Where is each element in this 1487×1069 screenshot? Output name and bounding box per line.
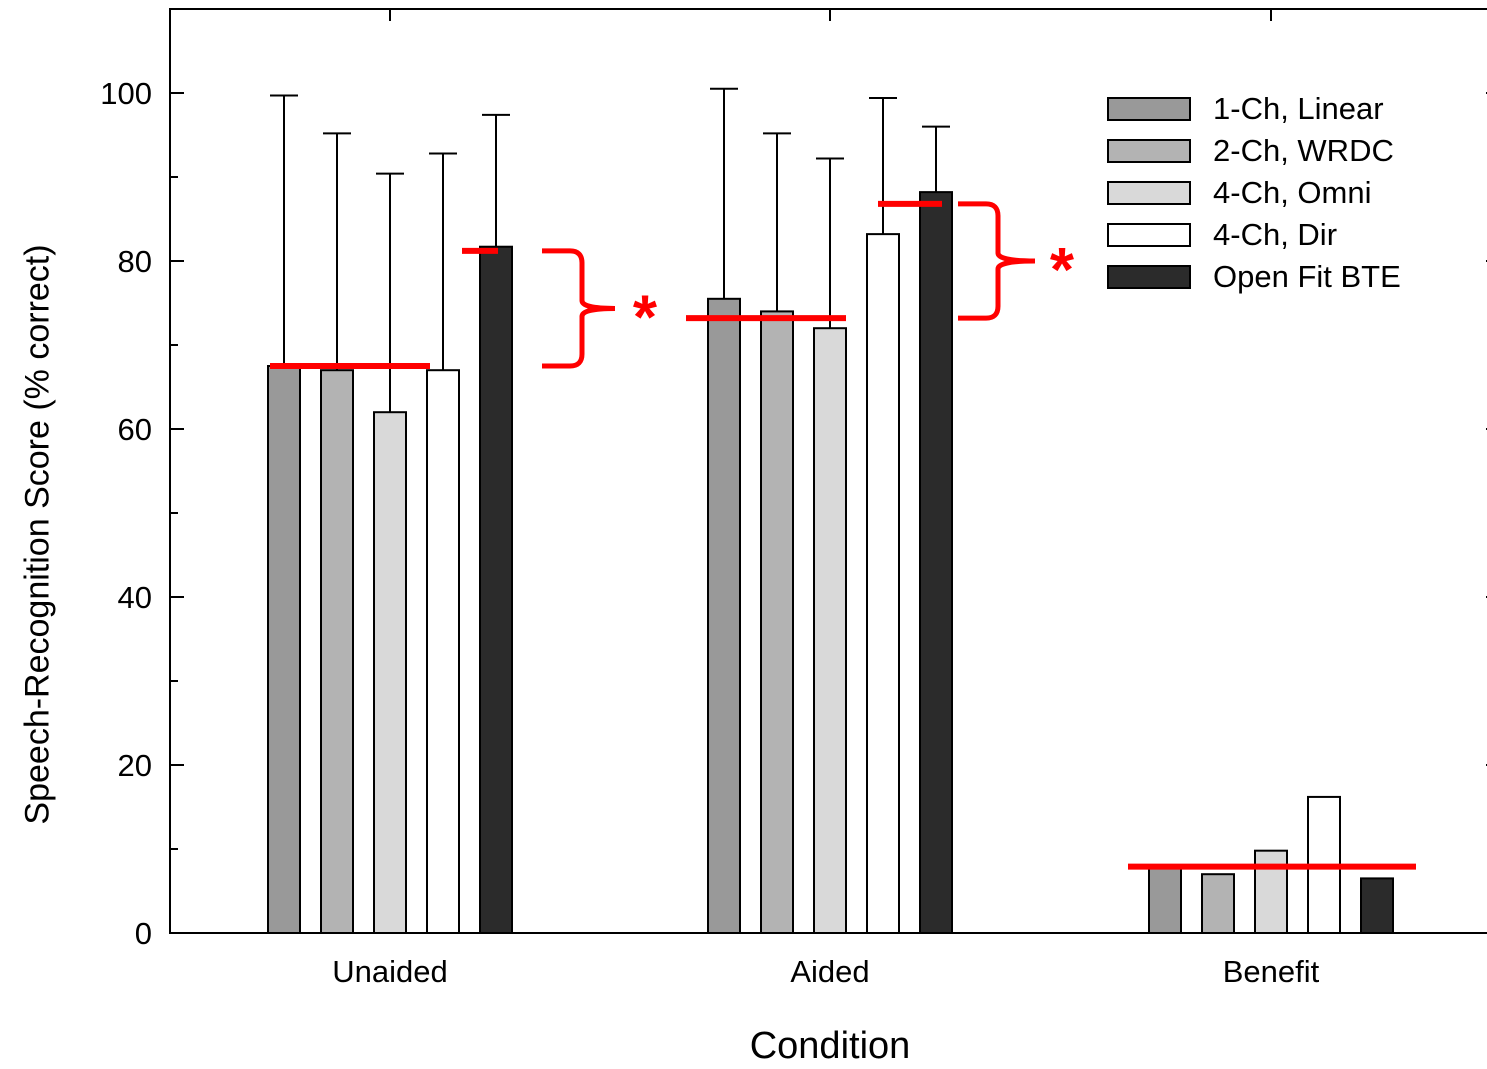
bar bbox=[1148, 867, 1182, 935]
significance-star: * bbox=[1050, 236, 1075, 305]
x-tick-label: Aided bbox=[790, 954, 869, 989]
bar bbox=[760, 310, 794, 934]
legend-label: Open Fit BTE bbox=[1213, 259, 1401, 294]
error-bars bbox=[270, 87, 950, 413]
y-tick-label: 40 bbox=[118, 580, 152, 615]
axis-ticks: 0 20 40 60 80 100 Unaided Aided Benefit bbox=[100, 8, 1487, 989]
y-tick-label: 80 bbox=[118, 244, 152, 279]
legend-label: 4-Ch, Omni bbox=[1213, 175, 1372, 210]
y-tick-label: 0 bbox=[135, 916, 152, 951]
legend-label: 4-Ch, Dir bbox=[1213, 217, 1338, 252]
bar bbox=[1254, 849, 1288, 934]
x-tick-label: Unaided bbox=[332, 954, 447, 989]
legend-label: 1-Ch, Linear bbox=[1213, 91, 1384, 126]
y-tick-label: 20 bbox=[118, 748, 152, 783]
bar bbox=[479, 245, 513, 935]
legend-swatch bbox=[1107, 139, 1191, 163]
bar bbox=[919, 191, 953, 934]
bar bbox=[373, 411, 407, 934]
legend: 1-Ch, Linear 2-Ch, WRDC 4-Ch, Omni 4-Ch,… bbox=[1107, 88, 1401, 298]
legend-label: 2-Ch, WRDC bbox=[1213, 133, 1394, 168]
bar bbox=[267, 365, 301, 934]
y-tick-label: 60 bbox=[118, 412, 152, 447]
legend-item: Open Fit BTE bbox=[1107, 256, 1401, 298]
y-tick-label: 100 bbox=[100, 76, 152, 111]
bar bbox=[1360, 877, 1394, 935]
legend-swatch bbox=[1107, 97, 1191, 121]
legend-swatch bbox=[1107, 181, 1191, 205]
significance-annotations: ** bbox=[270, 200, 1416, 870]
significance-brace bbox=[542, 248, 616, 369]
bar bbox=[707, 297, 741, 934]
bar bbox=[426, 369, 460, 934]
bar bbox=[320, 369, 354, 934]
y-axis-label-wrap: Speech-Recognition Score (% correct) bbox=[8, 0, 68, 1069]
legend-item: 4-Ch, Dir bbox=[1107, 214, 1401, 256]
significance-brace bbox=[958, 201, 1036, 321]
bar bbox=[866, 233, 900, 934]
legend-item: 4-Ch, Omni bbox=[1107, 172, 1401, 214]
x-tick-label: Benefit bbox=[1223, 954, 1320, 989]
legend-item: 1-Ch, Linear bbox=[1107, 88, 1401, 130]
legend-swatch bbox=[1107, 265, 1191, 289]
legend-item: 2-Ch, WRDC bbox=[1107, 130, 1401, 172]
legend-swatch bbox=[1107, 223, 1191, 247]
bar bbox=[1201, 873, 1235, 935]
bar bbox=[813, 327, 847, 934]
significance-star: * bbox=[633, 283, 658, 352]
x-axis-label: Condition bbox=[749, 1025, 911, 1067]
y-axis-label: Speech-Recognition Score (% correct) bbox=[18, 244, 57, 825]
